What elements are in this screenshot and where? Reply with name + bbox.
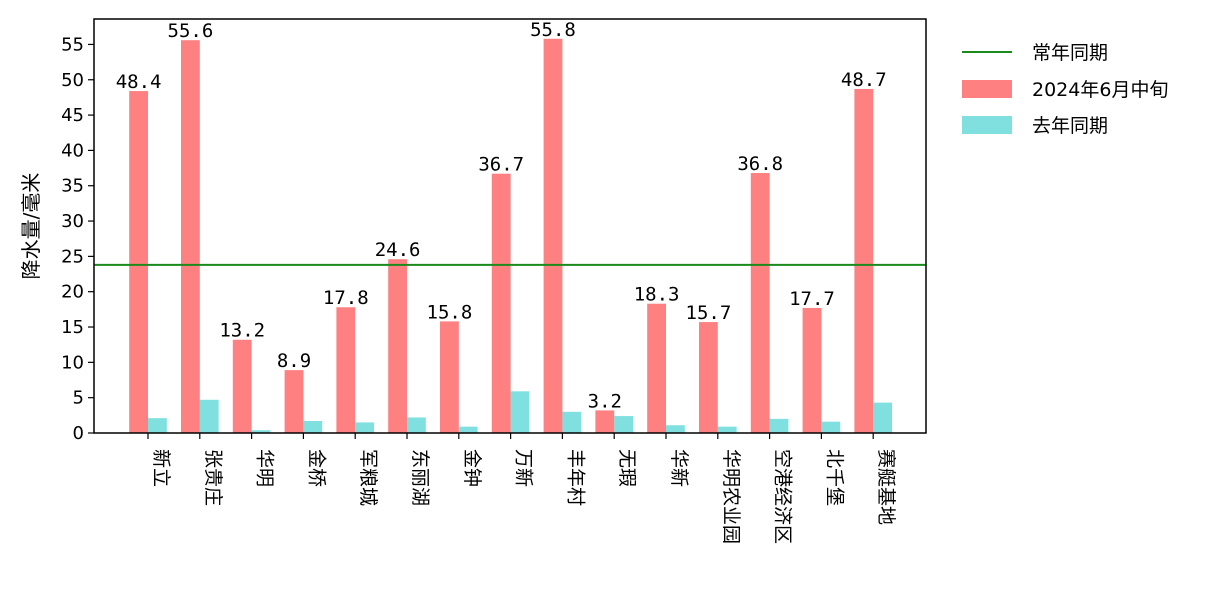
- bar-last-year-14: [873, 402, 892, 433]
- x-tick-label-10: 华新: [668, 449, 690, 487]
- x-tick-label-4: 军粮城: [357, 449, 379, 506]
- bar-2024-8: [543, 38, 563, 434]
- value-label-11: 15.7: [686, 302, 732, 324]
- y-tick-label-4: 20: [61, 282, 84, 303]
- bar-2024-0: [129, 91, 148, 433]
- y-tick-label-1: 5: [73, 388, 84, 409]
- bar-2024-1: [181, 40, 200, 433]
- x-tick-label-2: 华明: [254, 449, 276, 487]
- series-last-year-bars: [148, 391, 892, 433]
- value-label-12: 36.8: [737, 153, 783, 175]
- plot-frame: [93, 18, 927, 434]
- value-label-3: 8.9: [277, 350, 311, 372]
- y-tick-label-5: 25: [61, 246, 84, 267]
- bar-2024-2: [232, 339, 252, 433]
- value-label-0: 48.4: [116, 71, 162, 93]
- x-tick-label-14: 赛艇基地: [875, 449, 897, 525]
- bar-last-year-8: [562, 411, 582, 433]
- value-label-10: 18.3: [634, 284, 680, 306]
- bar-last-year-0: [148, 418, 167, 433]
- series-2024-bars: [129, 38, 874, 434]
- bar-last-year-7: [510, 391, 530, 433]
- bar-2024-4: [336, 307, 356, 433]
- bar-2024-10: [647, 303, 666, 433]
- legend-swatch-2: [962, 116, 1012, 134]
- bar-2024-7: [491, 173, 511, 433]
- bar-last-year-13: [821, 421, 841, 433]
- y-tick-label-3: 15: [61, 317, 84, 338]
- y-tick-label-10: 50: [61, 70, 84, 91]
- x-tick-label-8: 丰年村: [564, 449, 586, 506]
- y-tick-label-7: 35: [61, 176, 84, 197]
- bar-last-year-12: [769, 418, 789, 433]
- value-label-7: 36.7: [478, 154, 524, 176]
- value-label-2: 13.2: [219, 320, 265, 342]
- bar-last-year-10: [666, 425, 685, 433]
- value-labels: 48.4 55.6 13.2 8.9 17.8 24.6 15.8 36.7 55.8 3.2 18…: [116, 19, 887, 413]
- bar-last-year-4: [355, 422, 374, 433]
- x-tick-label-1: 张贵庄: [202, 449, 224, 506]
- x-tick-label-13: 北千堡: [823, 449, 845, 506]
- x-tick-label-7: 万新: [513, 449, 535, 487]
- bar-2024-14: [854, 88, 874, 433]
- y-tick-label-2: 10: [61, 352, 84, 373]
- x-tick-label-0: 新立: [150, 449, 172, 487]
- x-tick-label-6: 金钟: [461, 449, 483, 487]
- legend-label-2: 去年同期: [1032, 115, 1108, 137]
- x-tick-label-12: 空港经济区: [772, 449, 794, 544]
- bar-last-year-9: [614, 416, 633, 433]
- bar-2024-5: [388, 259, 407, 433]
- bar-2024-13: [802, 307, 822, 433]
- y-tick-label-11: 55: [61, 34, 84, 55]
- x-axis: 新立 张贵庄 华明 金桥 军粮城 东丽湖 金钟 万新 丰年村 无瑕 华新 华明农业园 空港经济区 北千堡 赛…: [147, 433, 897, 544]
- bar-last-year-6: [458, 426, 478, 433]
- bar-last-year-2: [251, 430, 271, 433]
- y-axis: 0 5 10 15 20 25 30 35 40 45 50 55: [61, 34, 94, 444]
- y-tick-label-9: 45: [61, 105, 84, 126]
- bar-last-year-3: [303, 420, 323, 433]
- y-tick-label-0: 0: [73, 423, 84, 444]
- bar-2024-6: [440, 321, 459, 433]
- y-tick-label-8: 40: [61, 140, 84, 161]
- value-label-4: 17.8: [323, 287, 369, 309]
- value-label-14: 48.7: [841, 69, 887, 91]
- x-tick-label-5: 东丽湖: [409, 449, 431, 506]
- value-label-9: 3.2: [588, 390, 622, 412]
- bar-2024-3: [284, 370, 304, 433]
- bar-last-year-5: [407, 417, 426, 433]
- value-label-5: 24.6: [375, 239, 421, 261]
- x-tick-label-11: 华明农业园: [720, 449, 742, 544]
- bar-2024-11: [699, 322, 718, 433]
- value-label-6: 15.8: [427, 301, 473, 323]
- y-tick-label-6: 30: [61, 211, 84, 232]
- value-label-13: 17.7: [789, 288, 835, 310]
- legend-label-1: 2024年6月中旬: [1032, 79, 1168, 101]
- legend-label-0: 常年同期: [1032, 42, 1108, 64]
- x-tick-label-3: 金桥: [305, 449, 327, 487]
- bar-2024-9: [595, 410, 615, 433]
- value-label-8: 55.8: [530, 19, 576, 41]
- bar-2024-12: [750, 173, 770, 433]
- value-label-1: 55.6: [168, 20, 214, 42]
- bar-last-year-11: [717, 426, 737, 433]
- bar-last-year-1: [199, 399, 219, 433]
- y-axis-label: 降水量/毫米: [19, 173, 43, 280]
- legend-swatch-1: [962, 80, 1012, 98]
- x-tick-label-9: 无瑕: [616, 449, 638, 487]
